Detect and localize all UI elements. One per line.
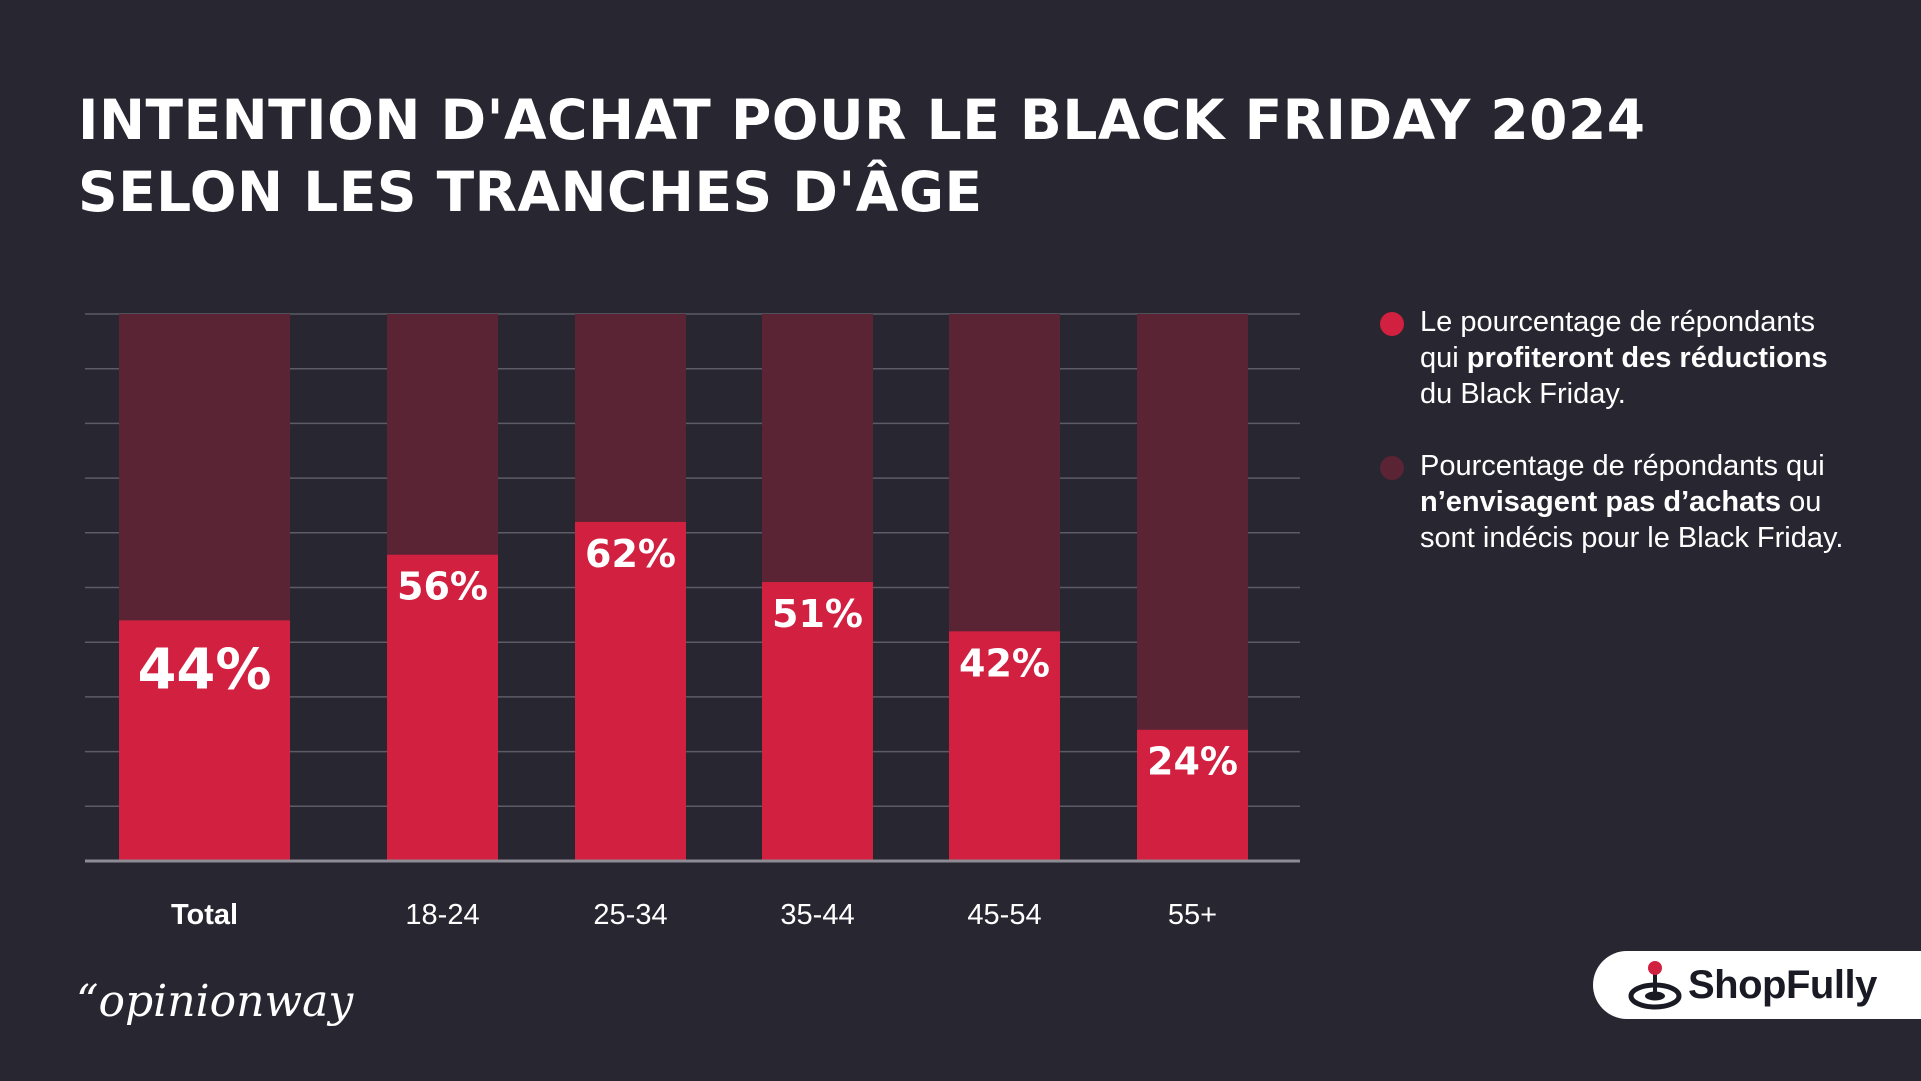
chart-title-line-1: INTENTION D'ACHAT POUR LE BLACK FRIDAY 2…: [78, 88, 1646, 152]
bar-value-label: 62%: [585, 532, 676, 576]
bar-segment-buy: [387, 554, 498, 861]
legend-item-buy: Le pourcentage de répondants qui profite…: [1380, 304, 1850, 412]
bar-value-label: 42%: [959, 641, 1050, 685]
legend-text-nobuy: Pourcentage de répondants qui n’envisage…: [1420, 450, 1844, 554]
bar-segment-nobuy: [119, 314, 290, 621]
bar-segment-buy: [1137, 729, 1248, 861]
target-pin-icon: [1628, 961, 1682, 1010]
bar-segment-buy: [575, 521, 686, 861]
chart-legend: Le pourcentage de répondants qui profite…: [1380, 304, 1850, 592]
category-label: Total: [171, 899, 238, 931]
category-label: 25-34: [593, 899, 667, 931]
bar-segment-nobuy: [1137, 314, 1248, 730]
chart-title-line-2: SELON LES TRANCHES D'ÂGE: [78, 160, 983, 224]
chart-title: INTENTION D'ACHAT POUR LE BLACK FRIDAY 2…: [78, 84, 1778, 228]
category-label: 55+: [1168, 899, 1217, 931]
category-label: 18-24: [405, 899, 479, 931]
bar-segment-buy: [762, 582, 873, 861]
bar-value-label: 56%: [397, 565, 488, 609]
source-logo-opinionway: “opinionway: [76, 976, 354, 1027]
bar-segment-nobuy: [387, 314, 498, 555]
brand-name: ShopFully: [1688, 963, 1877, 1007]
bar-value-label: 24%: [1147, 740, 1238, 784]
bar-value-label: 44%: [137, 637, 271, 702]
bar-value-label: 51%: [772, 592, 863, 636]
category-label: 35-44: [780, 899, 854, 931]
shopfully-logo: ShopFully: [1593, 951, 1921, 1019]
legend-swatch-buy: [1380, 312, 1404, 336]
legend-text-buy: Le pourcentage de répondants qui profite…: [1420, 306, 1828, 410]
legend-swatch-nobuy: [1380, 456, 1404, 480]
bar-segment-buy: [949, 631, 1060, 861]
bar-segment-nobuy: [949, 314, 1060, 632]
legend-item-nobuy: Pourcentage de répondants qui n’envisage…: [1380, 448, 1850, 556]
bar-segment-nobuy: [762, 314, 873, 583]
category-label: 45-54: [967, 899, 1041, 931]
bar-segment-buy: [119, 620, 290, 861]
bar-segment-nobuy: [575, 314, 686, 522]
